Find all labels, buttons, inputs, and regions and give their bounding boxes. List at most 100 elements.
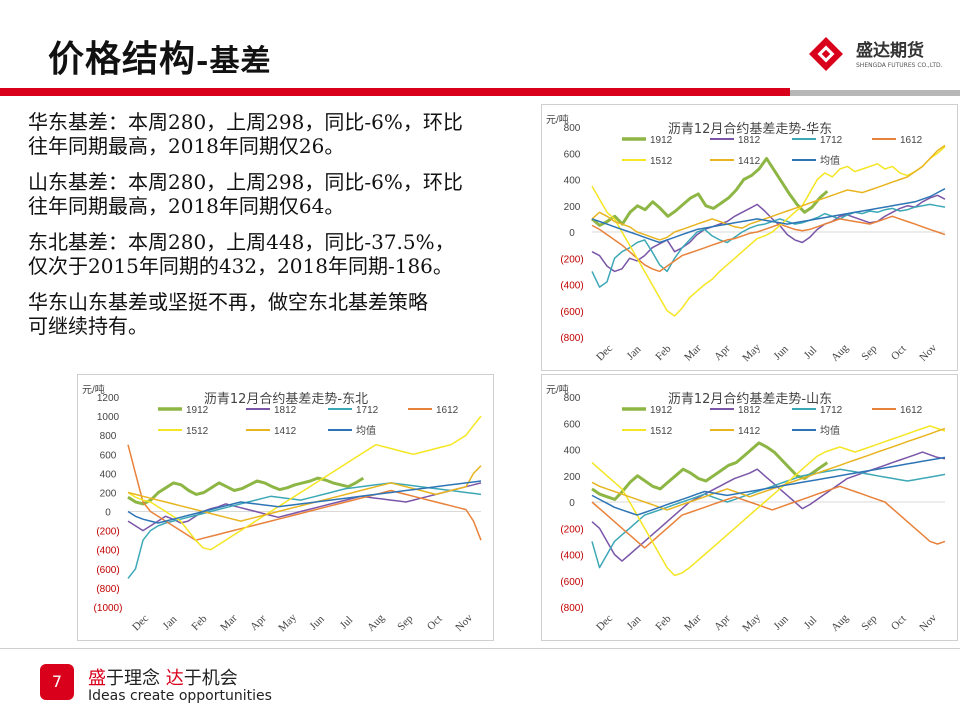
x-tick-label: May (276, 611, 299, 634)
y-axis-unit: 元/吨 (546, 383, 569, 396)
x-tick-label: Aug (829, 342, 851, 364)
page-title: 价格结构-基差 (48, 30, 271, 82)
series-line-1512 (591, 425, 946, 577)
x-tick-label: May (740, 341, 763, 364)
legend-label: 均值 (356, 424, 376, 437)
x-tick-label: Jan (625, 613, 644, 632)
chart-panel-northeast: 1200 1000 800 600 400 200 0 (200) (400) (600) (800… (77, 374, 494, 641)
y-tick-label: (800) (560, 333, 583, 344)
y-axis-unit: 元/吨 (82, 383, 105, 396)
series-line-1912 (591, 157, 829, 227)
y-tick-label: 200 (564, 472, 581, 483)
x-tick-label: Dec (594, 612, 615, 633)
paragraph-line: 华东基差：本周280，上周298，同比-6%，环比 (28, 110, 463, 134)
header-red-bar (0, 88, 790, 96)
x-tick-label: Apr (712, 612, 733, 633)
chart-title: 沥青12月合约基差走势-东北 (204, 391, 368, 407)
series-line-1712 (127, 482, 482, 579)
y-tick-label: 0 (569, 228, 575, 239)
title-main: 价格结构 (48, 38, 197, 80)
legend-label: 1712 (820, 405, 843, 416)
legend-label: 1712 (820, 135, 843, 146)
legend-label: 均值 (820, 424, 840, 437)
x-tick-label: Jan (625, 343, 644, 362)
x-tick-label: Aug (365, 612, 387, 634)
series-line-1612 (591, 215, 946, 273)
x-tick-label: Jun (307, 613, 327, 633)
y-axis-unit: 元/吨 (546, 113, 569, 126)
legend-label: 1512 (186, 426, 209, 437)
y-tick-label: 200 (564, 202, 581, 213)
slogan-part: 盛 (88, 668, 106, 689)
x-tick-label: Jun (771, 613, 791, 633)
chart-panel-shandong: 800 600 400 200 0 (200) (400) (600) (800) 元/吨 Dec J… (541, 374, 958, 641)
x-tick-label: Dec (594, 342, 615, 363)
x-tick-label: Jul (338, 614, 356, 632)
series-line-1912 (127, 476, 365, 506)
x-tick-label: Mar (218, 612, 240, 634)
x-tick-label: Aug (829, 612, 851, 634)
series-line-1912 (591, 441, 829, 501)
slogan-part: 达 (165, 668, 184, 689)
legend-label: 1512 (650, 426, 673, 437)
x-tick-label: Mar (682, 612, 704, 634)
paragraph-line: 仅次于2015年同期的432，2018年同期-186。 (28, 254, 453, 278)
y-tick-label: 600 (564, 419, 581, 430)
legend-label: 1612 (900, 135, 923, 146)
chart-title: 沥青12月合约基差走势-山东 (668, 391, 832, 407)
logo-text-cn: 盛达期货 (856, 41, 924, 61)
company-logo: 盛达期货 SHENGDA FUTURES CO.,LTD. (806, 34, 956, 78)
x-tick-label: Sep (859, 612, 880, 633)
legend-label: 1812 (274, 405, 297, 416)
y-tick-label: 1000 (97, 412, 120, 423)
y-tick-label: (800) (96, 584, 119, 595)
x-tick-label: Nov (917, 342, 939, 364)
x-tick-label: May (740, 611, 763, 634)
paragraph-line: 可继续持有。 (28, 314, 148, 338)
legend-label: 1912 (650, 405, 673, 416)
series-line-均值 (591, 188, 946, 244)
y-tick-label: (200) (560, 254, 583, 265)
legend-label: 1412 (274, 426, 297, 437)
x-tick-label: Nov (917, 612, 939, 634)
x-tick-label: Sep (859, 342, 880, 363)
y-tick-label: (600) (96, 565, 119, 576)
x-tick-label: Apr (248, 612, 269, 633)
legend-label: 1812 (738, 405, 761, 416)
paragraph-east: 华东基差：本周280，上周298，同比-6%，环比 往年同期最高，2018年同期仅… (28, 110, 533, 158)
y-tick-label: (800) (560, 603, 583, 614)
chart-title: 沥青12月合约基差走势-华东 (668, 121, 832, 137)
legend-label: 1412 (738, 426, 761, 437)
x-tick-label: Apr (712, 342, 733, 363)
legend-label: 1712 (356, 405, 379, 416)
y-tick-label: (200) (96, 527, 119, 538)
series-line-1712 (591, 468, 946, 569)
y-tick-label: 800 (564, 393, 581, 404)
paragraph-line: 山东基差：本周280，上周298，同比-6%，环比 (28, 170, 463, 194)
y-tick-label: 800 (100, 431, 117, 442)
series-line-均值 (127, 480, 482, 524)
paragraph-line: 往年同期最高，2018年同期仅64。 (28, 194, 345, 218)
chart-panel-east: 800 600 400 200 0 (200) (400) (600) (800) 元/吨 Dec J… (541, 104, 958, 371)
paragraph-shandong: 山东基差：本周280，上周298，同比-6%，环比 往年同期最高，2018年同期仅… (28, 170, 533, 218)
legend-label: 1812 (738, 135, 761, 146)
logo-mark-icon (809, 37, 843, 71)
y-tick-label: (400) (560, 281, 583, 292)
logo-text-en: SHENGDA FUTURES CO.,LTD. (856, 62, 943, 69)
y-tick-label: (200) (560, 524, 583, 535)
x-tick-label: Feb (653, 612, 674, 633)
series-line-1512 (127, 415, 482, 551)
x-tick-label: Oct (889, 343, 909, 363)
x-tick-label: Oct (889, 613, 909, 633)
series-line-1412 (127, 465, 482, 522)
series-line-1712 (591, 203, 946, 288)
chart-northeast: 1200 1000 800 600 400 200 0 (200) (400) (600) (800… (82, 383, 482, 634)
y-tick-label: 0 (569, 498, 575, 509)
chart-shandong: 800 600 400 200 0 (200) (400) (600) (800) 元/吨 Dec J… (546, 383, 946, 634)
title-sub: -基差 (196, 44, 272, 79)
slogan-cn: 盛于理念 达于机会 (88, 664, 238, 690)
series-line-1412 (591, 427, 946, 511)
slogan-en: Ideas create opportunities (88, 688, 272, 704)
y-tick-label: (600) (560, 577, 583, 588)
paragraph-conclusion: 华东山东基差或坚挺不再，做空东北基差策略 可继续持有。 (28, 290, 533, 338)
